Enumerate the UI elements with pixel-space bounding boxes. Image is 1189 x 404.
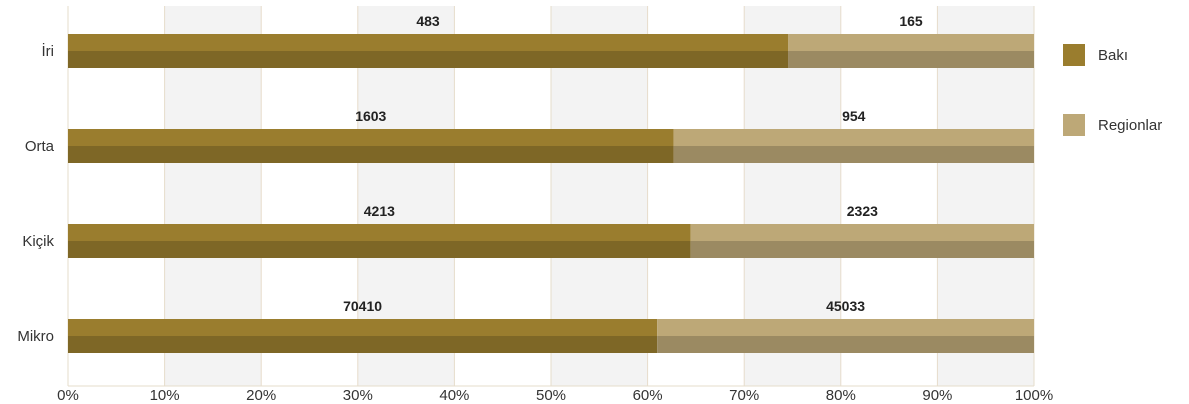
x-tick-label: 70% [729, 387, 759, 404]
category-label: Mikro [17, 328, 54, 345]
legend-swatch-bakı [1063, 44, 1085, 66]
x-tick-label: 90% [922, 387, 952, 404]
data-label: 165 [899, 13, 923, 29]
legend-label: Bakı [1098, 47, 1128, 64]
category-label: Orta [25, 138, 55, 155]
x-tick-label: 30% [343, 387, 373, 404]
bar-bakı-2 [68, 224, 691, 241]
x-tick-label: 80% [826, 387, 856, 404]
bar-regionlar-0 [788, 34, 1034, 51]
data-label: 4213 [364, 203, 395, 219]
data-label: 45033 [826, 298, 865, 314]
bar-shadow-regionlar-2 [690, 241, 1034, 258]
data-label: 1603 [355, 108, 386, 124]
category-label: Kiçik [22, 233, 54, 250]
bars [68, 34, 1034, 353]
x-tick-label: 40% [439, 387, 469, 404]
legend: Bakı Regionlar [1063, 44, 1162, 136]
legend-swatch-regionlar [1063, 114, 1085, 136]
bar-bakı-3 [68, 319, 658, 336]
x-tick-label: 50% [536, 387, 566, 404]
data-labels: 483 165 1603 954 4213 2323 70410 45033 [343, 13, 923, 314]
x-tick-label: 10% [150, 387, 180, 404]
x-tick-label: 0% [57, 387, 79, 404]
bar-shadow-bakı-1 [68, 146, 674, 163]
category-labels: İri Orta Kiçik Mikro [17, 42, 54, 345]
bar-bakı-1 [68, 129, 674, 146]
legend-label: Regionlar [1098, 117, 1162, 134]
bar-bakı-0 [68, 34, 789, 51]
data-label: 2323 [847, 203, 878, 219]
bar-shadow-regionlar-1 [673, 146, 1034, 163]
data-label: 483 [416, 13, 440, 29]
bar-regionlar-2 [690, 224, 1034, 241]
category-label: İri [42, 42, 55, 60]
bar-shadow-bakı-3 [68, 336, 658, 353]
data-label: 954 [842, 108, 866, 124]
bar-shadow-regionlar-0 [788, 51, 1034, 68]
bar-shadow-bakı-0 [68, 51, 789, 68]
x-tick-label: 60% [633, 387, 663, 404]
x-tick-label: 100% [1015, 387, 1053, 404]
x-tick-label: 20% [246, 387, 276, 404]
bar-shadow-bakı-2 [68, 241, 691, 258]
x-axis-ticks: 0% 10% 20% 30% 40% 50% 60% 70% 80% 90% 100% [57, 387, 1053, 404]
bar-shadow-regionlar-3 [657, 336, 1034, 353]
data-label: 70410 [343, 298, 382, 314]
bar-regionlar-3 [657, 319, 1034, 336]
bar-regionlar-1 [673, 129, 1034, 146]
